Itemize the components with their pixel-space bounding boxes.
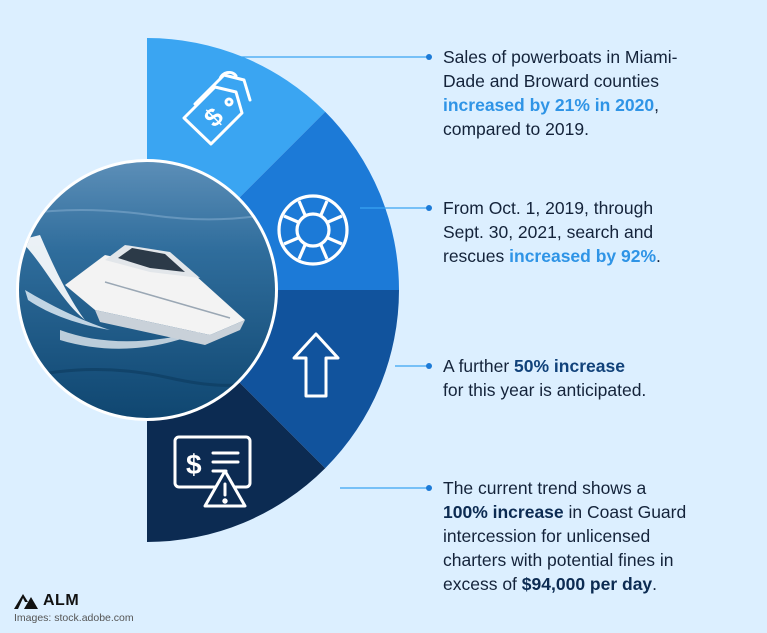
connector-dot-3 bbox=[426, 363, 432, 369]
bullet-rescues-line-3-prefix: rescues bbox=[443, 246, 510, 266]
bullet-forecast-prefix: A further bbox=[443, 356, 515, 376]
bullet-rescues-line-2: Sept. 30, 2021, search and bbox=[443, 222, 654, 242]
life-ring-icon bbox=[277, 194, 349, 266]
bullet-forecast-highlight: 50% increase bbox=[514, 356, 625, 376]
segment-2 bbox=[237, 111, 399, 290]
bullet-rescues-line-3: rescues increased by 92%. bbox=[443, 244, 743, 268]
bullet-sales-line-3: increased by 21% in 2020, bbox=[443, 93, 743, 117]
bullet-charters: The current trend shows a 100% increase … bbox=[443, 476, 743, 596]
connector-dot-4 bbox=[426, 485, 432, 491]
bullet-rescues: From Oct. 1, 2019, through Sept. 30, 202… bbox=[443, 196, 743, 268]
bullet-rescues-highlight: increased by 92% bbox=[509, 246, 657, 266]
bullet-charters-highlight: 100% increase bbox=[443, 502, 564, 522]
bullet-sales-line-2: Dade and Broward counties bbox=[443, 71, 659, 91]
bullet-charters-line-2: 100% increase in Coast Guard bbox=[443, 500, 743, 524]
invoice-warning-icon: $ bbox=[173, 435, 252, 508]
arrow-up-icon bbox=[292, 332, 340, 398]
svg-text:$: $ bbox=[186, 449, 202, 480]
bullet-sales-comma: , bbox=[654, 95, 659, 115]
connector-dot-1 bbox=[426, 54, 432, 60]
bullet-charters-line-1: The current trend shows a bbox=[443, 478, 647, 498]
bullet-sales-line-1: Sales of powerboats in Miami- bbox=[443, 47, 678, 67]
alm-logo: ALM bbox=[14, 592, 79, 610]
bullet-sales: Sales of powerboats in Miami- Dade and B… bbox=[443, 45, 743, 141]
bullet-charters-line-5-prefix: excess of bbox=[443, 574, 522, 594]
bullet-forecast: A further 50% increase for this year is … bbox=[443, 354, 743, 402]
bullet-sales-highlight: increased by 21% in 2020 bbox=[443, 95, 655, 115]
bullet-charters-line-3: intercession for unlicensed bbox=[443, 526, 651, 546]
bullet-sales-line-4: compared to 2019. bbox=[443, 119, 589, 139]
bullet-charters-line-4: charters with potential fines in bbox=[443, 550, 674, 570]
bullet-charters-period: . bbox=[652, 574, 658, 594]
alm-logo-icon bbox=[14, 594, 38, 609]
alm-logo-text: ALM bbox=[43, 592, 80, 609]
bullet-charters-fine-highlight: $94,000 per day bbox=[521, 574, 653, 594]
boat-photo bbox=[16, 159, 278, 421]
segment-3 bbox=[237, 290, 399, 469]
bullet-forecast-line-1: A further 50% increase bbox=[443, 354, 743, 378]
bullet-forecast-line-2: for this year is anticipated. bbox=[443, 380, 647, 400]
connector-dot-2 bbox=[426, 205, 432, 211]
bullet-charters-line-2-suffix: in Coast Guard bbox=[563, 502, 687, 522]
bullet-rescues-period: . bbox=[656, 246, 661, 266]
image-credit: Images: stock.adobe.com bbox=[14, 612, 134, 624]
bullet-rescues-line-1: From Oct. 1, 2019, through bbox=[443, 198, 654, 218]
bullet-charters-line-5: excess of $94,000 per day. bbox=[443, 572, 743, 596]
